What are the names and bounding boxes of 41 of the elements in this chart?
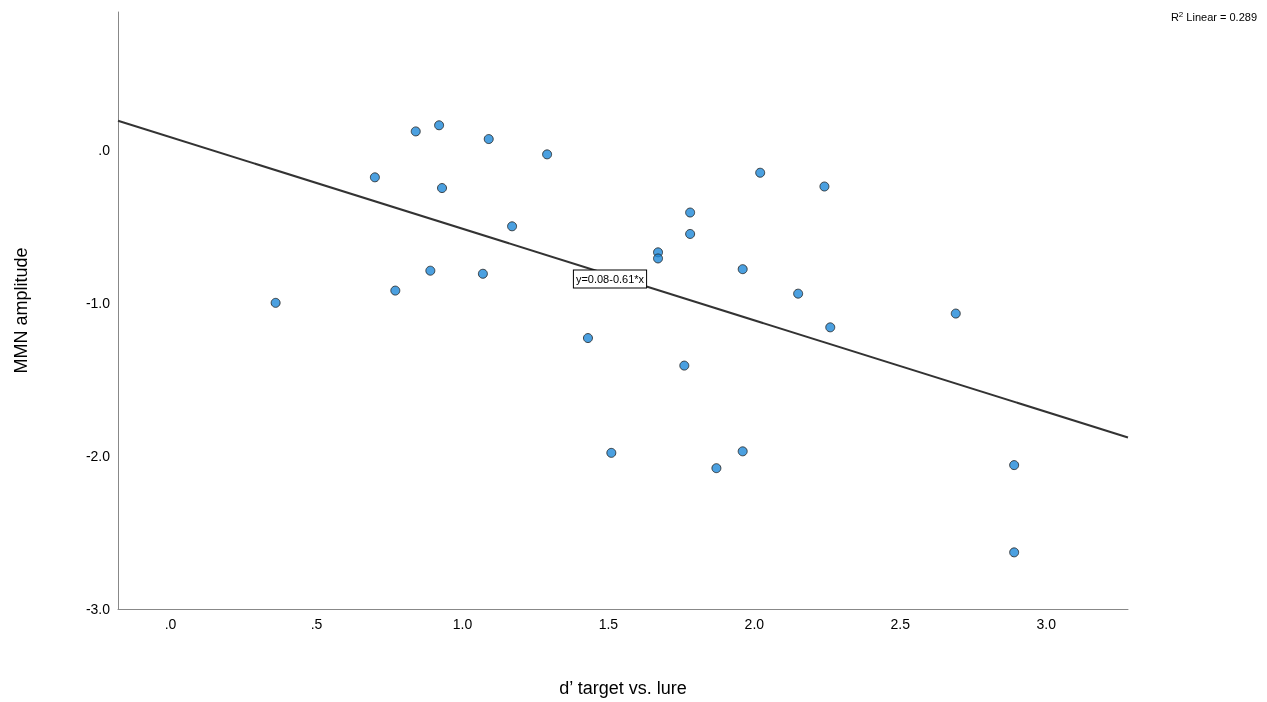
point [477, 268, 488, 279]
point [950, 308, 961, 319]
point [369, 172, 380, 183]
y-tick-label: .0 [98, 141, 111, 158]
point [679, 360, 690, 371]
point [483, 134, 494, 145]
point [582, 333, 593, 344]
y-tick-label: -2.0 [85, 447, 111, 464]
point [437, 183, 448, 194]
point [755, 167, 766, 178]
x-tick-label: 1.5 [598, 616, 619, 632]
y-tick-label: -3.0 [85, 601, 111, 617]
x-tick-label: 1.0 [452, 616, 473, 632]
point [685, 207, 696, 218]
x-tick-label: 2.0 [744, 616, 765, 632]
point [737, 264, 748, 275]
point [685, 228, 696, 239]
point [542, 149, 553, 160]
point [410, 126, 421, 137]
x-tick-label: 2.5 [890, 616, 911, 632]
annotation: y=0.08-0.61*x [575, 273, 645, 285]
point [390, 285, 401, 296]
point [606, 447, 617, 458]
y-tick-label: -1.0 [85, 294, 111, 311]
point [507, 221, 518, 232]
point [825, 322, 836, 333]
point [1009, 547, 1020, 558]
point [1009, 460, 1020, 471]
point [793, 288, 804, 299]
point [711, 463, 722, 474]
x-axis-title: d’ target vs. lure [559, 678, 687, 698]
point [737, 446, 748, 457]
point [270, 297, 281, 308]
x-tick-label: .0 [164, 616, 177, 632]
point [425, 265, 436, 276]
point [434, 120, 445, 131]
x-tick-label: 3.0 [1036, 616, 1057, 632]
point [653, 253, 664, 264]
point [819, 181, 830, 192]
x-tick-label: .5 [310, 616, 323, 632]
y-axis-title: MMN amplitude [11, 247, 31, 374]
